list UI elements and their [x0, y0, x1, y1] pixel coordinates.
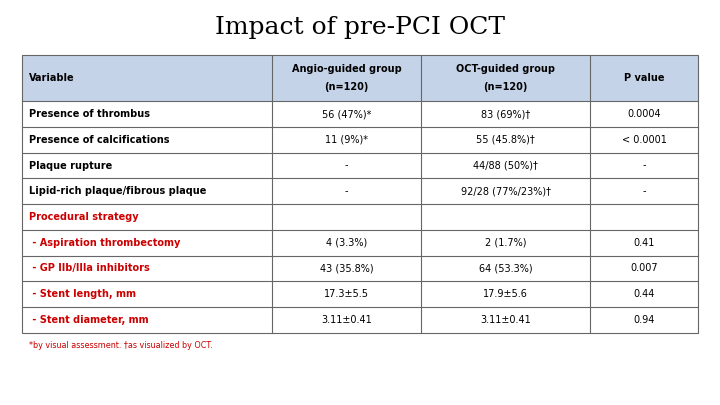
Text: Procedural strategy: Procedural strategy [29, 212, 138, 222]
Text: 43 (35.8%): 43 (35.8%) [320, 263, 373, 273]
Text: 11 (9%)*: 11 (9%)* [325, 135, 368, 145]
Text: - Stent diameter, mm: - Stent diameter, mm [29, 315, 148, 325]
Text: - Aspiration thrombectomy: - Aspiration thrombectomy [29, 238, 180, 248]
Text: Impact of pre-PCI OCT: Impact of pre-PCI OCT [215, 16, 505, 39]
Text: -: - [642, 160, 646, 171]
Text: Angio-guided group: Angio-guided group [292, 64, 401, 74]
Text: 17.3±5.5: 17.3±5.5 [324, 289, 369, 299]
Text: 0.44: 0.44 [634, 289, 655, 299]
Text: 0.41: 0.41 [634, 238, 655, 248]
Text: (n=120): (n=120) [483, 82, 528, 92]
Text: < 0.0001: < 0.0001 [622, 135, 667, 145]
Text: 0.0004: 0.0004 [627, 109, 661, 119]
Text: 0.94: 0.94 [634, 315, 655, 325]
Text: Variable: Variable [29, 73, 74, 83]
Text: 92/28 (77%/23%)†: 92/28 (77%/23%)† [461, 186, 551, 196]
Bar [22, 55, 698, 101]
Text: Lipid-rich plaque/fibrous plaque: Lipid-rich plaque/fibrous plaque [29, 186, 206, 196]
Text: 4 (3.3%): 4 (3.3%) [326, 238, 367, 248]
Text: - GP IIb/IIIa inhibitors: - GP IIb/IIIa inhibitors [29, 263, 150, 273]
Text: OCT-guided group: OCT-guided group [456, 64, 555, 74]
Text: 55 (45.8%)†: 55 (45.8%)† [476, 135, 535, 145]
Text: - Stent length, mm: - Stent length, mm [29, 289, 136, 299]
Text: 3.11±0.41: 3.11±0.41 [480, 315, 531, 325]
Text: 83 (69%)†: 83 (69%)† [481, 109, 530, 119]
Text: 17.9±5.6: 17.9±5.6 [483, 289, 528, 299]
Text: -: - [345, 186, 348, 196]
Text: 0.007: 0.007 [631, 263, 658, 273]
Bar [22, 55, 698, 333]
Text: -: - [642, 186, 646, 196]
Text: *by visual assessment. †as visualized by OCT.: *by visual assessment. †as visualized by… [29, 341, 212, 350]
Text: 56 (47%)*: 56 (47%)* [322, 109, 371, 119]
Text: 3.11±0.41: 3.11±0.41 [321, 315, 372, 325]
Text: 44/88 (50%)†: 44/88 (50%)† [473, 160, 538, 171]
Text: P value: P value [624, 73, 665, 83]
Text: (n=120): (n=120) [324, 82, 369, 92]
Text: 64 (53.3%): 64 (53.3%) [479, 263, 532, 273]
Text: Presence of calcifications: Presence of calcifications [29, 135, 169, 145]
Text: Presence of thrombus: Presence of thrombus [29, 109, 150, 119]
Text: 2 (1.7%): 2 (1.7%) [485, 238, 526, 248]
Text: -: - [345, 160, 348, 171]
Text: Plaque rupture: Plaque rupture [29, 160, 112, 171]
